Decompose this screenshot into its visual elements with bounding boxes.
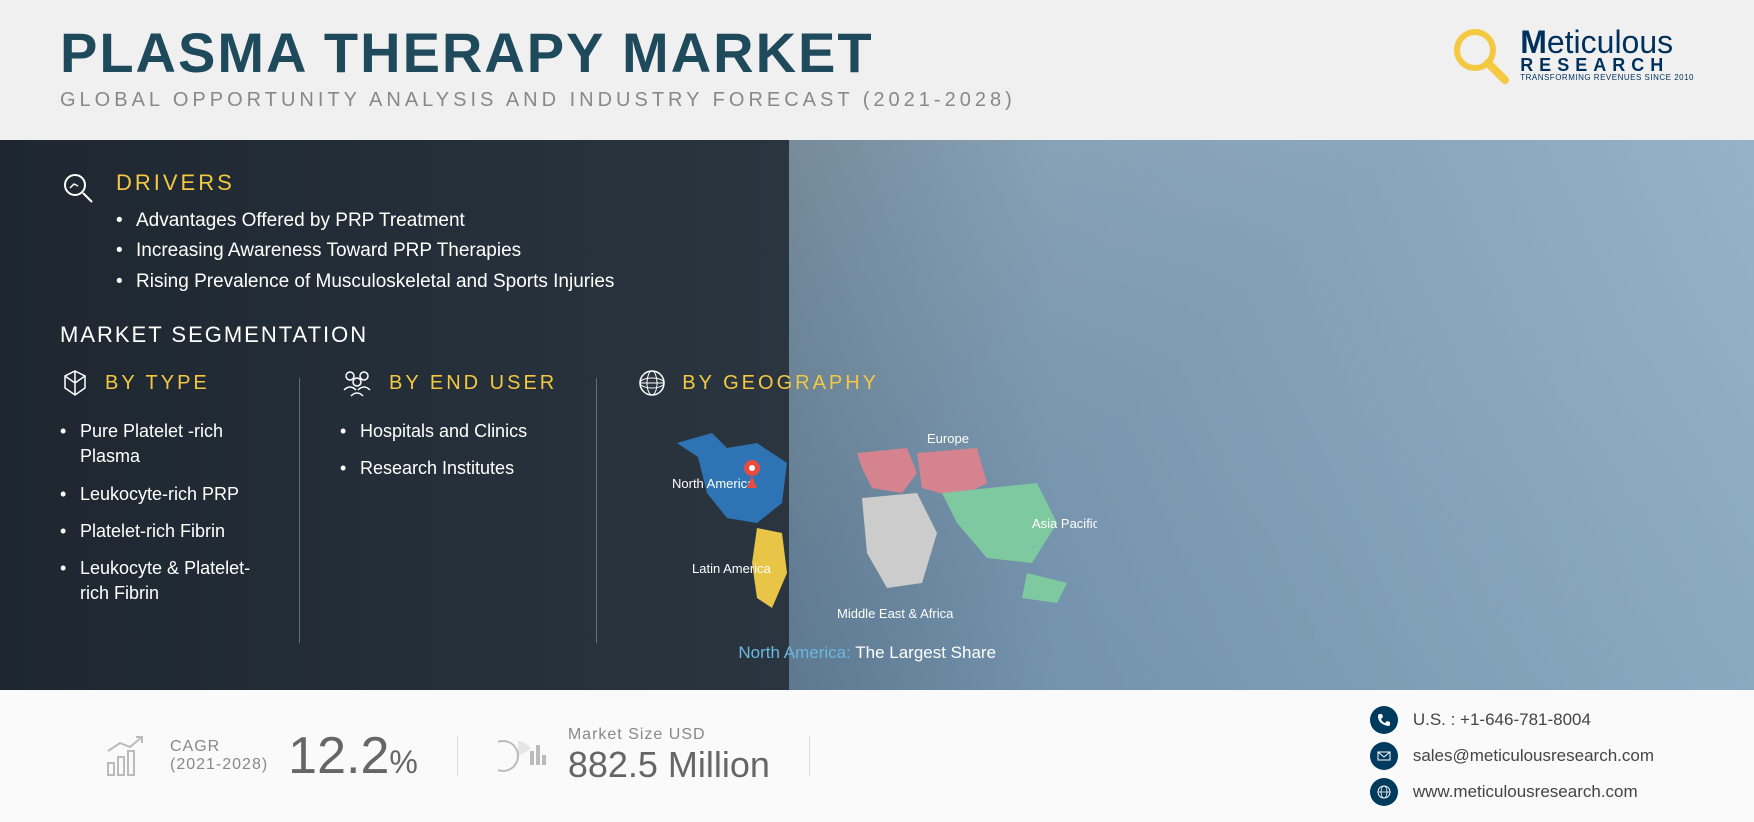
by-geography-col: BY GEOGRAPHY North America Lat [597,368,1137,663]
footer: CAGR (2021-2028) 12.2% Market Size USD 8… [0,690,1754,822]
drivers-section: DRIVERS Advantages Offered by PRP Treatm… [60,170,1694,297]
magnifier-icon [1450,25,1510,85]
svg-text:North America: North America [672,476,755,491]
size-value: 882.5 Million [568,744,770,786]
header: PLASMA THERAPY MARKET GLOBAL OPPORTUNITY… [0,0,1754,140]
map-caption: North America: The Largest Share [637,643,1097,663]
by-geography-title: BY GEOGRAPHY [682,372,879,395]
svg-text:Middle East & Africa: Middle East & Africa [837,606,954,621]
by-enduser-col: BY END USER Hospitals and Clinics Resear… [300,368,597,663]
type-item: Leukocyte & Platelet-rich Fibrin [60,550,260,612]
main-panel: DRIVERS Advantages Offered by PRP Treatm… [0,140,1754,690]
drivers-title: DRIVERS [116,170,614,196]
svg-text:Asia Pacific: Asia Pacific [1032,516,1097,531]
cagr-value: 12.2% [288,726,418,786]
type-item: Platelet-rich Fibrin [60,513,260,550]
brand-text: Meticulous RESEARCH TRANSFORMING REVENUE… [1520,28,1694,82]
globe-icon [637,368,667,398]
segmentation-columns: BY TYPE Pure Platelet -rich Plasma Leuko… [60,368,1694,663]
contact-web: www.meticulousresearch.com [1370,778,1654,806]
driver-item: Advantages Offered by PRP Treatment [116,206,614,236]
contact-list: U.S. : +1-646-781-8004 sales@meticulousr… [1370,706,1694,806]
pie-bar-icon [498,731,548,781]
segmentation-title: MARKET SEGMENTATION [60,322,1694,348]
main-title: PLASMA THERAPY MARKET [60,25,1016,81]
subtitle: GLOBAL OPPORTUNITY ANALYSIS AND INDUSTRY… [60,89,1016,112]
market-size-block: Market Size USD 882.5 Million [458,726,810,786]
analysis-icon [60,170,96,206]
enduser-item: Hospitals and Clinics [340,413,540,450]
contact-email: sales@meticulousresearch.com [1370,742,1654,770]
cagr-block: CAGR (2021-2028) 12.2% [60,726,458,786]
drivers-list: Advantages Offered by PRP Treatment Incr… [116,206,614,297]
type-item: Leukocyte-rich PRP [60,476,260,513]
type-item: Pure Platelet -rich Plasma [60,413,260,475]
cube-icon [60,368,90,398]
enduser-item: Research Institutes [340,450,540,487]
title-block: PLASMA THERAPY MARKET GLOBAL OPPORTUNITY… [60,25,1016,112]
driver-item: Rising Prevalence of Musculoskeletal and… [116,267,614,297]
phone-icon [1370,706,1398,734]
svg-text:Latin America: Latin America [692,561,772,576]
size-label: Market Size USD [568,726,770,744]
by-type-col: BY TYPE Pure Platelet -rich Plasma Leuko… [60,368,300,663]
brand-logo: Meticulous RESEARCH TRANSFORMING REVENUE… [1450,25,1694,85]
contact-phone: U.S. : +1-646-781-8004 [1370,706,1654,734]
email-icon [1370,742,1398,770]
svg-text:Europe: Europe [927,431,969,446]
users-icon [340,368,374,398]
cagr-label: CAGR [170,738,268,756]
growth-chart-icon [100,731,150,781]
driver-item: Increasing Awareness Toward PRP Therapie… [116,236,614,266]
by-enduser-title: BY END USER [389,372,557,395]
cagr-period: (2021-2028) [170,756,268,774]
by-type-title: BY TYPE [105,372,210,395]
web-icon [1370,778,1398,806]
world-map: North America Latin America Europe [637,413,1097,663]
